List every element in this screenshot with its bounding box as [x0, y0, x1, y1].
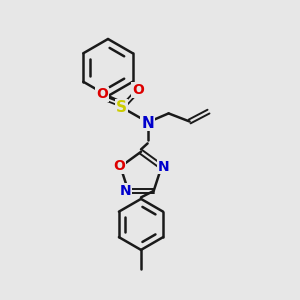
Text: N: N [120, 184, 132, 198]
Text: N: N [158, 160, 170, 174]
Text: O: O [113, 159, 125, 173]
Text: O: O [132, 83, 144, 97]
Text: O: O [96, 88, 108, 101]
Text: S: S [116, 100, 127, 115]
Text: N: N [141, 116, 154, 130]
